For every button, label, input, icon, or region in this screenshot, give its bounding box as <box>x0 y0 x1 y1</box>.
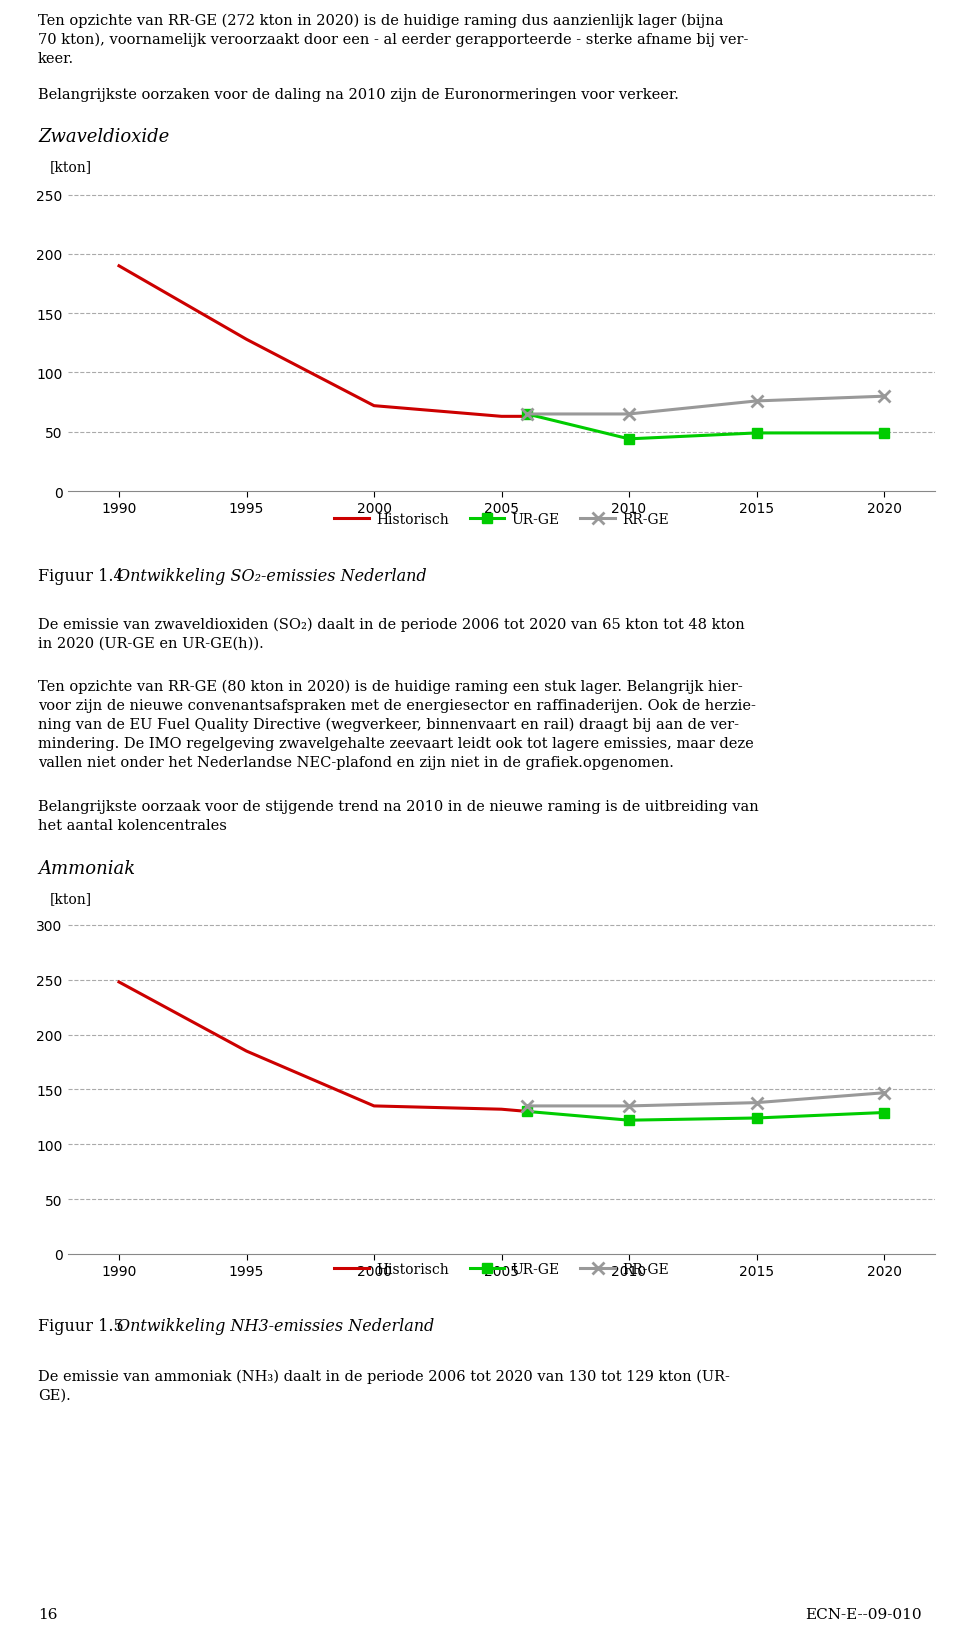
Text: voor zijn de nieuwe convenantsafspraken met de energiesector en raffinaderijen. : voor zijn de nieuwe convenantsafspraken … <box>38 698 756 713</box>
Text: ECN-E--09-010: ECN-E--09-010 <box>805 1606 922 1621</box>
Text: Ten opzichte van RR-GE (272 kton in 2020) is de huidige raming dus aanzienlijk l: Ten opzichte van RR-GE (272 kton in 2020… <box>38 15 724 28</box>
Text: [kton]: [kton] <box>50 161 91 174</box>
Text: [kton]: [kton] <box>50 892 91 905</box>
Legend: Historisch, UR-GE, RR-GE: Historisch, UR-GE, RR-GE <box>328 506 674 533</box>
Text: Ammoniak: Ammoniak <box>38 859 135 877</box>
Text: Belangrijkste oorzaken voor de daling na 2010 zijn de Euronormeringen voor verke: Belangrijkste oorzaken voor de daling na… <box>38 89 679 102</box>
Text: De emissie van zwaveldioxiden (SO₂) daalt in de periode 2006 tot 2020 van 65 kto: De emissie van zwaveldioxiden (SO₂) daal… <box>38 618 745 633</box>
Text: ning van de EU Fuel Quality Directive (wegverkeer, binnenvaart en rail) draagt b: ning van de EU Fuel Quality Directive (w… <box>38 718 739 733</box>
Text: Zwaveldioxide: Zwaveldioxide <box>38 128 169 146</box>
Text: 70 kton), voornamelijk veroorzaakt door een - al eerder gerapporteerde - sterke : 70 kton), voornamelijk veroorzaakt door … <box>38 33 749 48</box>
Text: keer.: keer. <box>38 52 74 66</box>
Text: Belangrijkste oorzaak voor de stijgende trend na 2010 in de nieuwe raming is de : Belangrijkste oorzaak voor de stijgende … <box>38 800 758 813</box>
Text: GE).: GE). <box>38 1388 71 1401</box>
Legend: Historisch, UR-GE, RR-GE: Historisch, UR-GE, RR-GE <box>328 1257 674 1282</box>
Text: Ten opzichte van RR-GE (80 kton in 2020) is de huidige raming een stuk lager. Be: Ten opzichte van RR-GE (80 kton in 2020)… <box>38 680 743 693</box>
Text: 16: 16 <box>38 1606 58 1621</box>
Text: Figuur 1.4: Figuur 1.4 <box>38 567 124 585</box>
Text: vallen niet onder het Nederlandse NEC-plafond en zijn niet in de grafiek.opgenom: vallen niet onder het Nederlandse NEC-pl… <box>38 756 674 770</box>
Text: De emissie van ammoniak (NH₃) daalt in de periode 2006 tot 2020 van 130 tot 129 : De emissie van ammoniak (NH₃) daalt in d… <box>38 1369 730 1383</box>
Text: het aantal kolencentrales: het aantal kolencentrales <box>38 818 227 833</box>
Text: Figuur 1.5: Figuur 1.5 <box>38 1318 124 1334</box>
Text: mindering. De IMO regelgeving zwavelgehalte zeevaart leidt ook tot lagere emissi: mindering. De IMO regelgeving zwavelgeha… <box>38 736 754 751</box>
Text: Ontwikkeling NH3-emissies Nederland: Ontwikkeling NH3-emissies Nederland <box>117 1318 434 1334</box>
Text: in 2020 (UR-GE en UR-GE(h)).: in 2020 (UR-GE en UR-GE(h)). <box>38 636 264 651</box>
Text: Ontwikkeling SO₂-emissies Nederland: Ontwikkeling SO₂-emissies Nederland <box>117 567 426 585</box>
